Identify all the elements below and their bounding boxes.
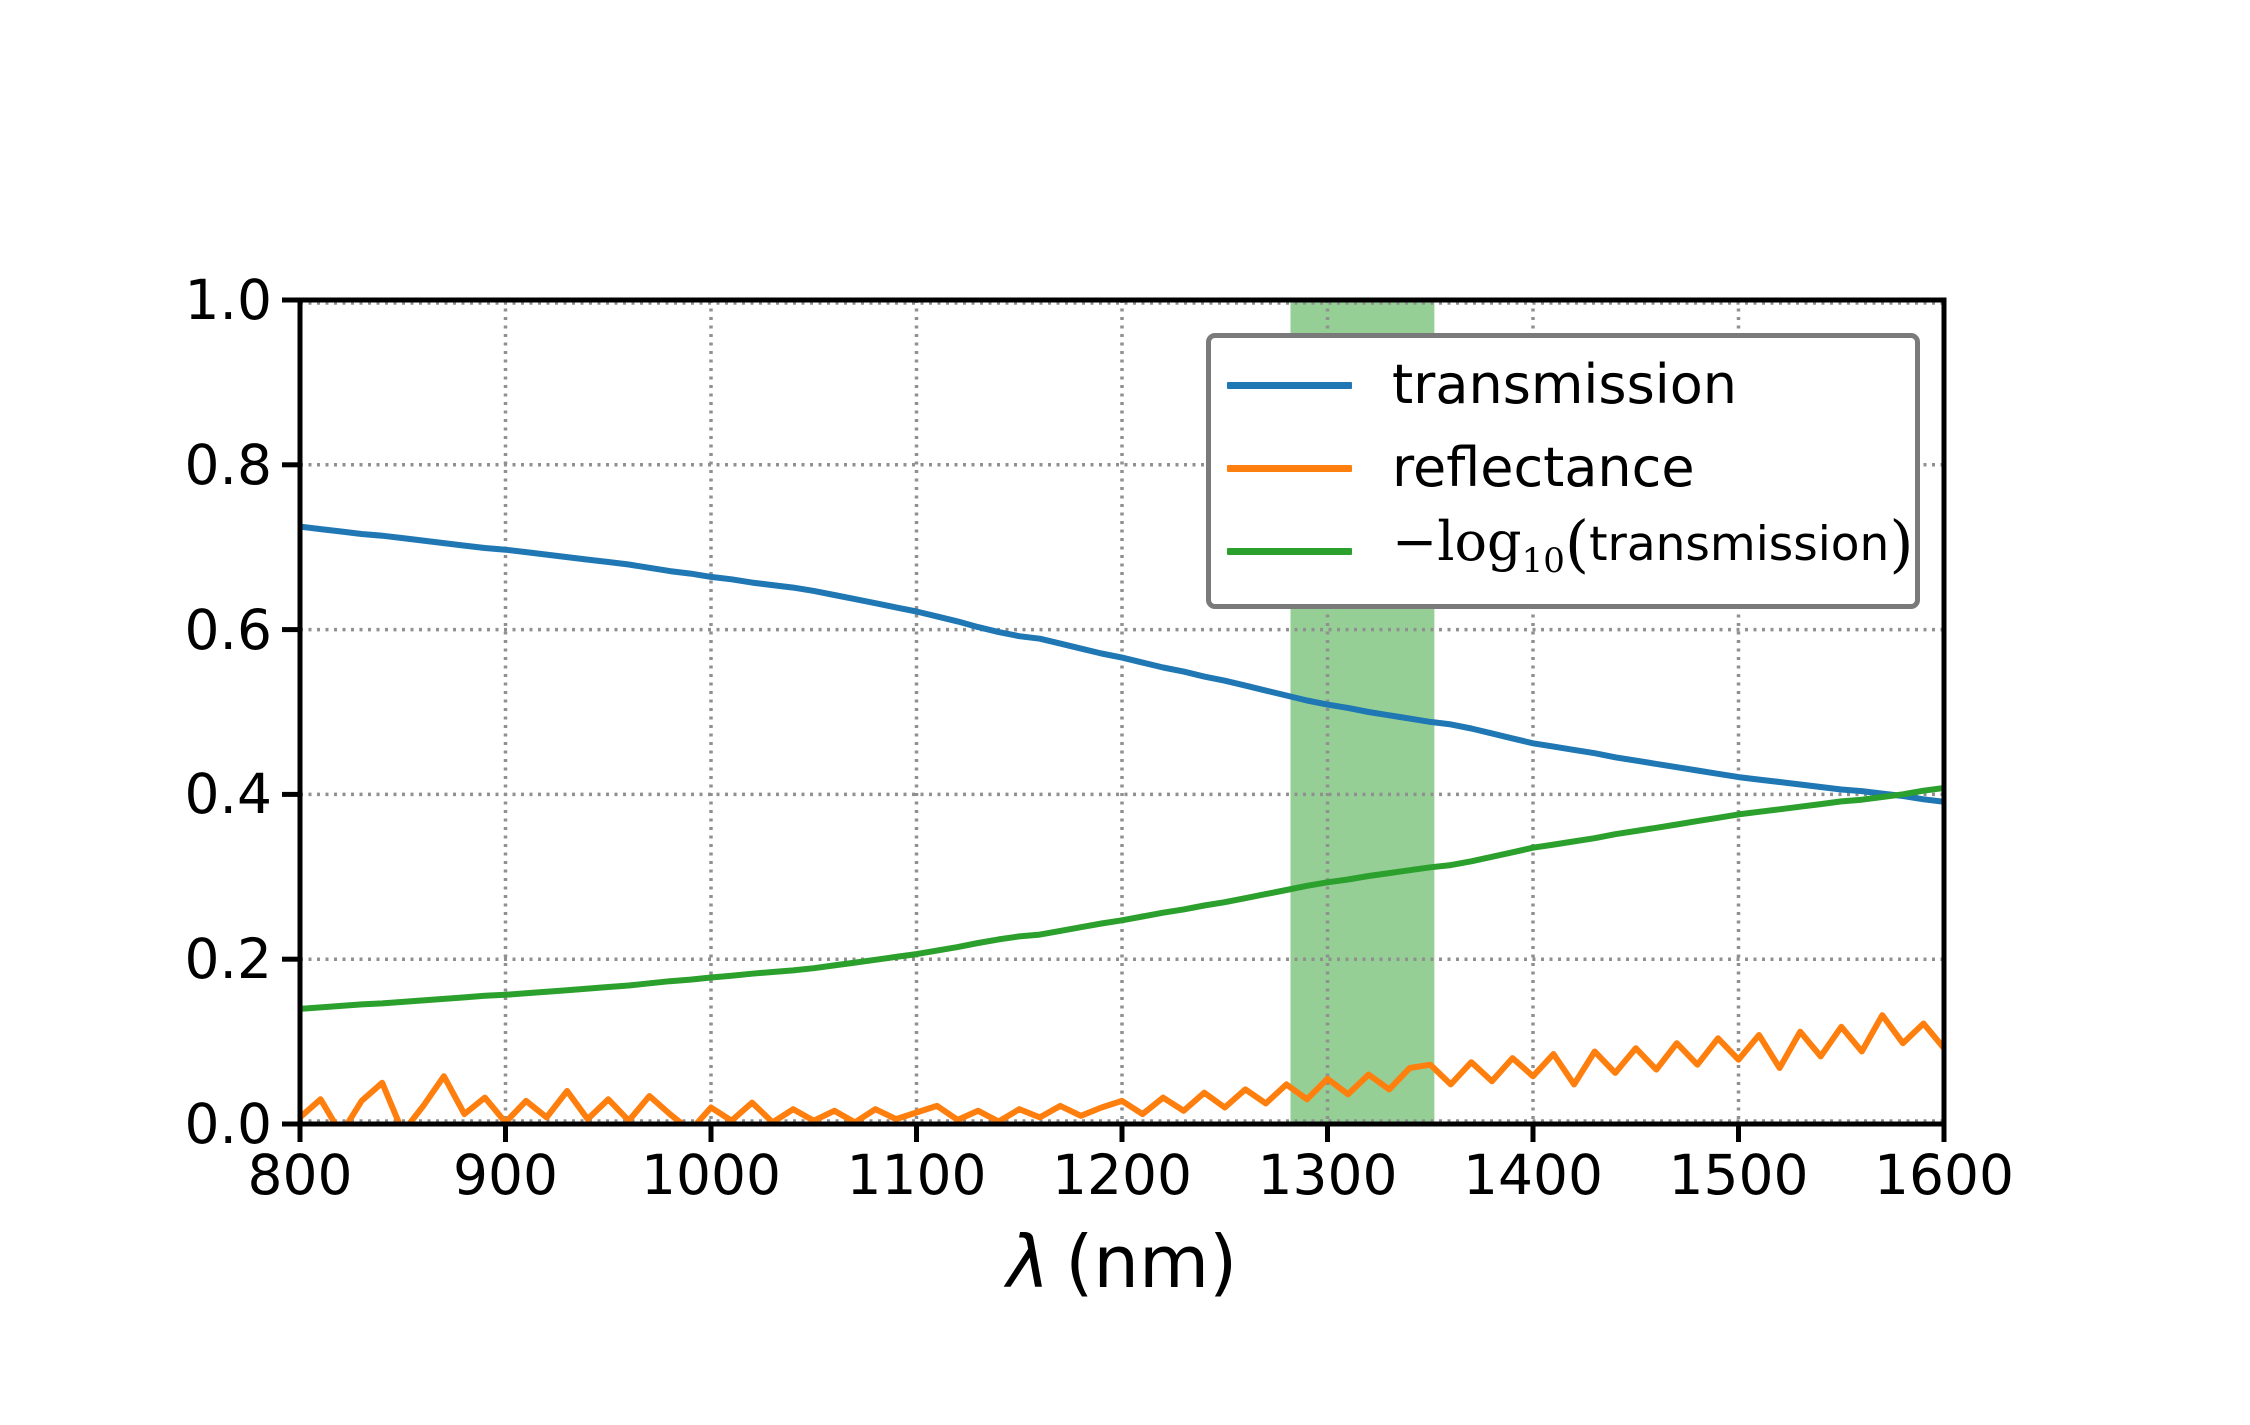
- x-axis-tick-label: 1100: [846, 1143, 987, 1207]
- y-axis-tick-label: 0.8: [184, 432, 272, 497]
- reflectance-line: [300, 1012, 1944, 1124]
- y-axis-tick-label: 1.0: [184, 268, 272, 332]
- transmission-line: [300, 523, 1944, 805]
- y-axis-tick-label: 0.4: [184, 762, 272, 827]
- math-open-paren: (: [1564, 506, 1590, 580]
- x-axis-tick-label: 1400: [1463, 1143, 1603, 1207]
- x-axis-tick-label: 1600: [1874, 1143, 2014, 1207]
- legend-label-neg-log-transmission: −log10(transmission): [1392, 509, 1914, 591]
- y-axis-tick-label: 0.6: [184, 597, 272, 662]
- math-prefix: −log: [1392, 509, 1522, 573]
- x-axis-unit: (nm): [1065, 1220, 1238, 1304]
- legend-line-sample-transmission: [1227, 381, 1352, 389]
- x-axis-tick-label: 1500: [1668, 1143, 1809, 1207]
- legend-entry-transmission: transmission: [1227, 345, 1907, 425]
- legend-entry-neg-log-transmission: −log10(transmission): [1227, 511, 1914, 591]
- x-axis-tick-label: 1200: [1052, 1143, 1192, 1207]
- lambda-symbol: λ: [1006, 1220, 1050, 1304]
- x-axis-tick-label: 1300: [1257, 1143, 1398, 1207]
- legend-line-sample-neg-log-transmission: [1227, 547, 1352, 555]
- x-axis-tick-label: 1000: [641, 1143, 781, 1207]
- math-subscript: 10: [1521, 540, 1565, 581]
- x-axis-tick-label: 800: [247, 1143, 353, 1207]
- legend-entry-reflectance: reflectance: [1227, 428, 1907, 508]
- legend-label-reflectance: reflectance: [1392, 436, 1695, 499]
- x-axis-title: λ (nm): [872, 1222, 1372, 1302]
- x-axis-tick-label: 900: [453, 1143, 558, 1207]
- legend-label-transmission: transmission: [1392, 353, 1737, 416]
- math-inner-text: transmission: [1589, 516, 1890, 572]
- neg-log-transmission-line: [300, 785, 1944, 1012]
- y-axis-tick-label: 0.0: [184, 1092, 272, 1156]
- axes-spines: [297, 297, 1947, 1127]
- legend: transmission reflectance −log10(transmis…: [1206, 333, 1920, 609]
- tick-marks: [282, 297, 1947, 1142]
- legend-line-sample-reflectance: [1227, 464, 1352, 472]
- y-axis-tick-label: 0.2: [184, 927, 272, 992]
- math-close-paren: ): [1889, 506, 1914, 580]
